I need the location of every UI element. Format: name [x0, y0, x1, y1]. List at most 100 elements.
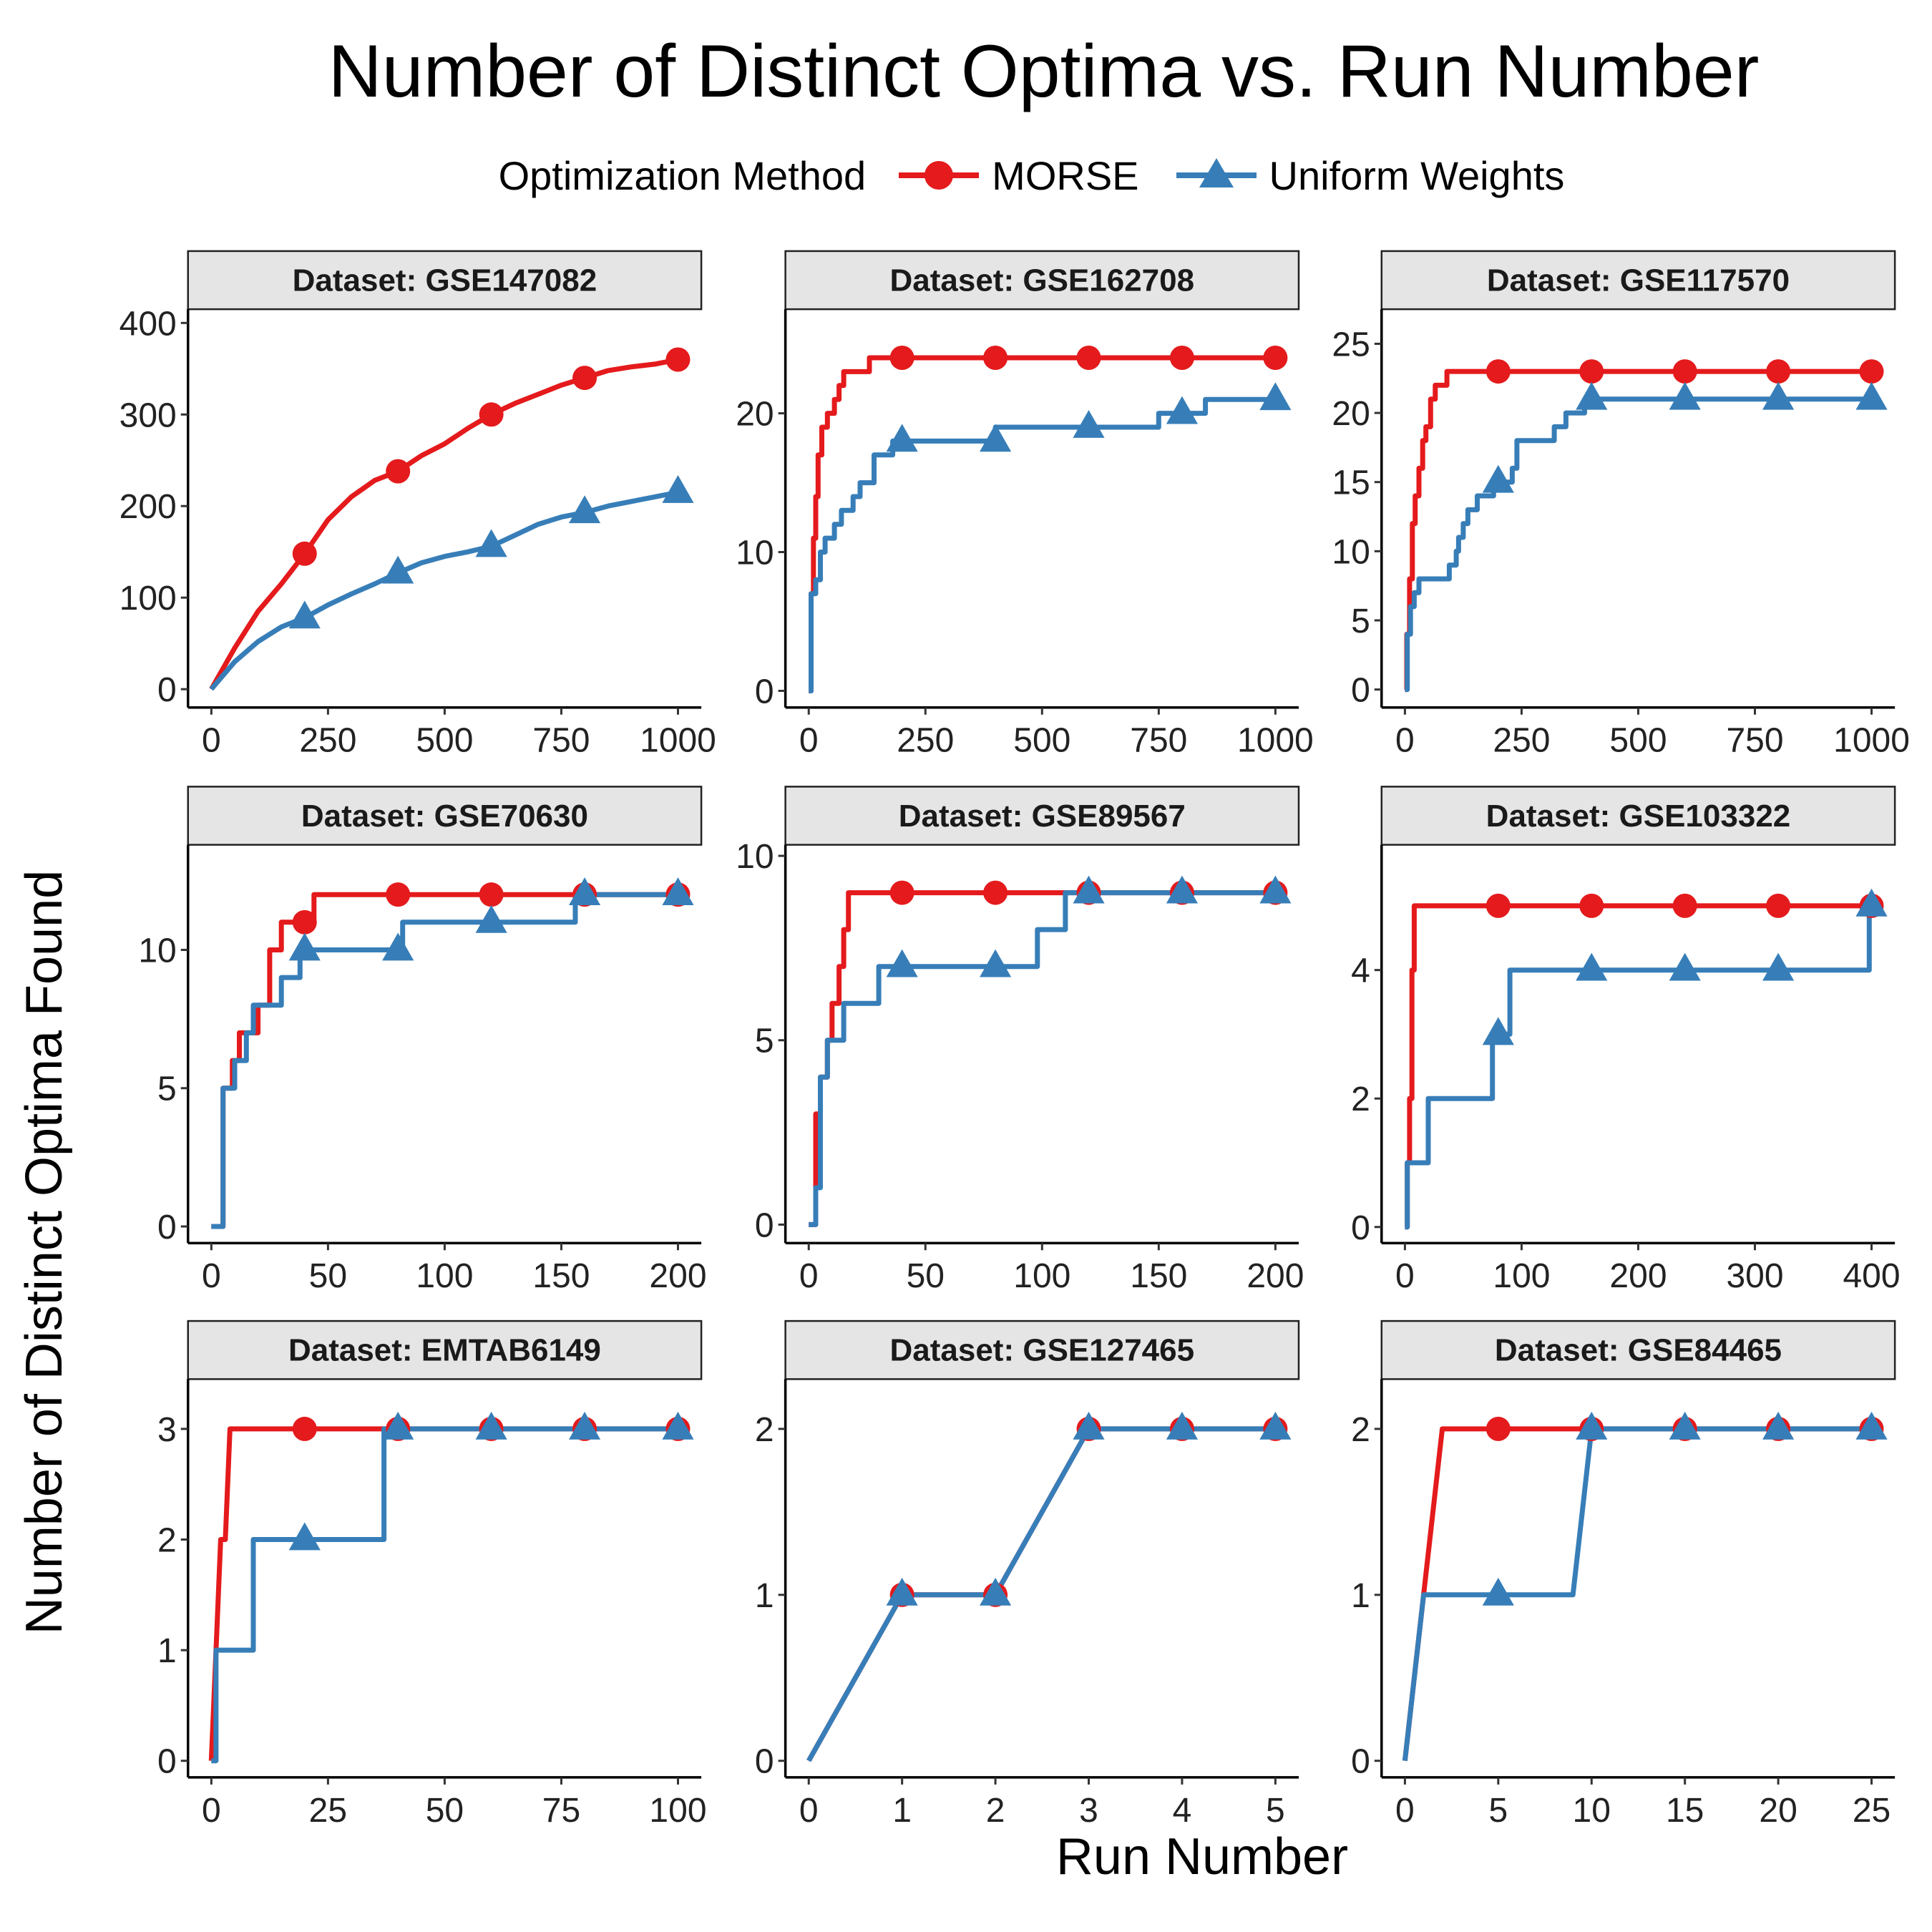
- x-tick-label: 500: [1013, 722, 1070, 760]
- marker-point-uniform-weights: [1166, 1411, 1199, 1440]
- legend: Optimization Method MORSE Uniform Weight…: [0, 143, 1932, 208]
- y-tick-label: 10: [736, 838, 774, 876]
- x-tick-label: 750: [1726, 722, 1783, 760]
- marker-point-uniform-weights: [1855, 888, 1888, 917]
- x-axis-title: Run Number: [1055, 1828, 1349, 1885]
- marker-point-morse: [889, 346, 914, 371]
- legend-marker-circle: [924, 161, 954, 190]
- facet-strip: [784, 786, 1300, 846]
- series-line-morse: [806, 1426, 1276, 1762]
- marker-point-morse: [1076, 346, 1101, 371]
- marker-point-uniform-weights: [288, 600, 321, 629]
- x-tick-label: 300: [1726, 1257, 1783, 1295]
- y-tick-label: 20: [736, 396, 774, 434]
- marker-point-morse: [1672, 893, 1697, 918]
- series-line-uniform-weights: [209, 489, 679, 691]
- facet-strip-label: Dataset: GSE147082: [293, 263, 597, 298]
- marker-point-uniform-weights: [1855, 1411, 1888, 1440]
- marker-point-uniform-weights: [1576, 952, 1608, 981]
- marker-point-morse: [386, 459, 411, 484]
- legend-item-morse: MORSE: [896, 150, 1139, 200]
- series-line-uniform-weights: [211, 892, 678, 1229]
- series-line-morse: [1405, 903, 1872, 1230]
- x-tick-label: 100: [1013, 1257, 1070, 1295]
- y-tick-label: 25: [1332, 326, 1370, 364]
- x-tick-label: 10: [1573, 1792, 1611, 1830]
- series-line-morse: [211, 892, 678, 1229]
- y-tick-label: 100: [119, 580, 177, 618]
- legend-title: Optimization Method: [498, 152, 867, 198]
- y-tick-label: 5: [157, 1070, 177, 1108]
- x-tick-label: 500: [1609, 722, 1667, 760]
- facet-strip-label: Dataset: GSE103322: [1486, 799, 1791, 834]
- marker-point-morse: [572, 366, 597, 391]
- series-line-uniform-weights: [806, 1426, 1276, 1762]
- marker-point-uniform-weights: [382, 1411, 414, 1440]
- x-tick-label: 0: [1395, 1792, 1415, 1830]
- x-tick-label: 25: [309, 1792, 347, 1830]
- marker-point-uniform-weights: [980, 424, 1012, 452]
- y-tick-label: 0: [755, 1206, 774, 1244]
- marker-point-morse: [292, 909, 317, 935]
- y-axis-title: Number of Distinct Optima Found: [16, 869, 73, 1635]
- marker-point-uniform-weights: [475, 529, 507, 557]
- x-tick-label: 200: [1246, 1257, 1304, 1295]
- series-line-morse: [809, 355, 1276, 693]
- marker-point-uniform-weights: [1259, 382, 1292, 411]
- y-tick-label: 2: [755, 1411, 774, 1449]
- facet-strip-label: Dataset: GSE89567: [899, 799, 1186, 834]
- marker-point-uniform-weights: [1073, 409, 1105, 438]
- x-tick-label: 4: [1173, 1792, 1192, 1830]
- y-tick-label: 400: [119, 305, 177, 343]
- legend-label-uniform: Uniform Weights: [1269, 152, 1565, 198]
- facet-strip: [1380, 1319, 1896, 1380]
- y-tick-label: 0: [157, 1743, 177, 1781]
- facet-strip: [784, 1319, 1300, 1380]
- marker-point-uniform-weights: [382, 555, 414, 584]
- marker-point-morse: [983, 346, 1008, 371]
- marker-point-uniform-weights: [980, 1577, 1012, 1606]
- facet-strip-label: Dataset: GSE127465: [890, 1333, 1195, 1368]
- x-tick-label: 20: [1759, 1792, 1797, 1830]
- x-tick-label: 25: [1853, 1792, 1890, 1830]
- y-tick-label: 1: [755, 1577, 774, 1615]
- legend-key-morse: [899, 161, 980, 190]
- facet-panel-gse147082: Dataset: GSE147082 0 100 200 300 400 0 250 500 75…: [119, 250, 716, 760]
- series-line-morse: [208, 1426, 678, 1761]
- marker-point-morse: [479, 882, 504, 907]
- y-tick-label: 0: [755, 1743, 774, 1781]
- y-tick-label: 2: [157, 1522, 177, 1560]
- marker-point-morse: [1579, 359, 1604, 384]
- marker-point-uniform-weights: [1166, 396, 1199, 424]
- x-tick-label: 15: [1666, 1792, 1704, 1830]
- y-tick-label: 10: [736, 535, 774, 572]
- x-tick-label: 75: [542, 1792, 580, 1830]
- legend-label-morse: MORSE: [992, 152, 1139, 198]
- y-tick-label: 5: [1351, 602, 1370, 640]
- marker-point-morse: [1859, 359, 1884, 384]
- facet-strip: [187, 1319, 703, 1380]
- marker-point-uniform-weights: [1855, 381, 1888, 410]
- marker-point-uniform-weights: [568, 1411, 601, 1440]
- x-tick-label: 0: [1395, 722, 1415, 760]
- y-tick-label: 0: [755, 673, 774, 711]
- x-tick-label: 200: [1609, 1257, 1667, 1295]
- facet-panel-gse103322: Dataset: GSE103322 0 2 4 0 100 200 300 400: [1351, 786, 1901, 1295]
- x-tick-label: 0: [202, 1257, 221, 1295]
- marker-point-morse: [479, 402, 504, 427]
- x-tick-label: 750: [1130, 722, 1187, 760]
- facet-strip: [187, 786, 703, 846]
- marker-point-uniform-weights: [1073, 875, 1105, 904]
- marker-point-uniform-weights: [1669, 1411, 1701, 1440]
- x-tick-label: 1000: [1237, 722, 1314, 760]
- marker-point-uniform-weights: [568, 877, 601, 906]
- facet-strip-label: Dataset: GSE117570: [1487, 263, 1790, 298]
- x-tick-label: 1000: [1833, 722, 1910, 760]
- marker-point-morse: [1579, 893, 1604, 918]
- x-tick-label: 0: [799, 1792, 819, 1830]
- x-tick-label: 400: [1843, 1257, 1900, 1295]
- x-tick-label: 1000: [640, 722, 716, 760]
- facet-panel-gse127465: Dataset: GSE127465 0 1 2 0 1 2 3 4 5: [755, 1319, 1300, 1830]
